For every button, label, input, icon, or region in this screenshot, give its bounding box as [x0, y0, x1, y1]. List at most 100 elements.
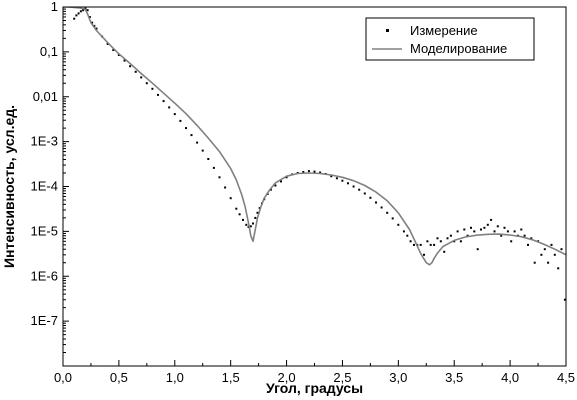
- data-point: [503, 226, 506, 229]
- data-point: [212, 166, 215, 169]
- data-point: [269, 188, 272, 191]
- data-point: [280, 180, 282, 183]
- y-tick-label: 1E-4: [31, 179, 58, 194]
- data-point: [493, 230, 496, 233]
- data-point: [369, 196, 372, 199]
- y-tick-label: 0,01: [33, 89, 58, 104]
- data-point: [557, 267, 560, 270]
- data-point: [242, 218, 244, 221]
- data-point: [449, 234, 452, 237]
- data-point: [238, 213, 241, 216]
- data-point: [547, 261, 550, 264]
- data-point: [419, 243, 422, 246]
- data-point: [402, 230, 405, 233]
- data-point: [190, 134, 193, 137]
- data-point: [456, 230, 459, 233]
- data-point: [380, 206, 383, 209]
- y-tick-label: 1E-3: [31, 134, 58, 149]
- legend: Измерение Моделирование: [365, 17, 535, 61]
- x-tick-label: 4,0: [501, 370, 519, 385]
- data-point: [201, 149, 204, 152]
- data-point: [490, 218, 493, 221]
- x-tick-label: 2,0: [278, 370, 296, 385]
- data-point: [235, 207, 238, 210]
- series-points-measurement: [73, 7, 566, 301]
- data-point: [151, 87, 154, 90]
- data-point: [86, 9, 89, 12]
- data-point: [513, 230, 516, 233]
- data-point: [553, 253, 556, 256]
- data-point: [274, 184, 277, 187]
- data-point: [476, 248, 479, 251]
- data-point: [391, 217, 394, 220]
- y-tick-label: 1E-6: [31, 268, 58, 283]
- data-point: [470, 226, 472, 229]
- x-tick-label: 1,0: [166, 370, 184, 385]
- x-tick-label: 3,0: [389, 370, 407, 385]
- data-point: [91, 21, 94, 24]
- data-point: [352, 185, 355, 188]
- data-point: [386, 211, 389, 214]
- data-point: [93, 24, 96, 27]
- data-point: [302, 171, 305, 173]
- data-point: [406, 234, 409, 237]
- data-point: [73, 17, 76, 20]
- data-point: [363, 192, 366, 195]
- data-point: [506, 230, 509, 233]
- data-point: [341, 179, 344, 182]
- data-point: [249, 225, 252, 228]
- data-point: [459, 240, 462, 243]
- data-point: [319, 171, 322, 174]
- data-point: [496, 225, 499, 228]
- data-point: [245, 223, 248, 226]
- y-tick-label: 1E-5: [31, 223, 58, 238]
- data-point: [480, 228, 482, 231]
- data-point: [229, 197, 232, 200]
- data-point: [256, 211, 259, 214]
- x-tick-label: 0,0: [54, 370, 72, 385]
- data-point: [173, 113, 176, 116]
- data-point: [463, 228, 466, 231]
- data-point: [443, 250, 446, 253]
- data-point: [397, 223, 400, 226]
- y-tick-label: 1E-7: [31, 313, 58, 328]
- data-point: [520, 228, 523, 231]
- data-point: [218, 176, 221, 179]
- data-point: [413, 243, 415, 246]
- x-tick-label: 0,5: [110, 370, 128, 385]
- data-point: [134, 70, 137, 73]
- x-tick-label: 3,5: [445, 370, 463, 385]
- data-point: [185, 127, 187, 130]
- data-point: [483, 226, 486, 229]
- data-point: [375, 201, 377, 204]
- legend-marker-measurement: [386, 29, 389, 32]
- legend-box: [365, 17, 535, 61]
- data-point: [473, 230, 476, 233]
- data-point: [429, 243, 432, 246]
- data-point: [358, 188, 361, 191]
- data-point: [500, 234, 503, 237]
- data-point: [543, 248, 546, 251]
- data-point: [112, 49, 115, 51]
- data-point: [527, 243, 529, 246]
- data-point: [129, 65, 132, 68]
- data-point: [79, 10, 82, 13]
- data-point: [77, 12, 80, 15]
- data-point: [423, 253, 425, 256]
- y-tick-label: 1: [51, 0, 58, 14]
- plot-frame: [62, 6, 567, 367]
- data-point: [433, 243, 436, 246]
- data-point: [330, 175, 333, 178]
- data-point: [530, 237, 533, 240]
- data-point: [510, 240, 513, 243]
- series-line-simulation: [63, 7, 566, 266]
- data-point: [285, 176, 288, 179]
- data-point: [168, 106, 171, 109]
- data-point: [207, 158, 210, 160]
- data-point: [523, 234, 526, 237]
- y-tick-label: 0,1: [40, 44, 58, 59]
- data-point: [466, 234, 469, 237]
- data-point: [313, 170, 316, 173]
